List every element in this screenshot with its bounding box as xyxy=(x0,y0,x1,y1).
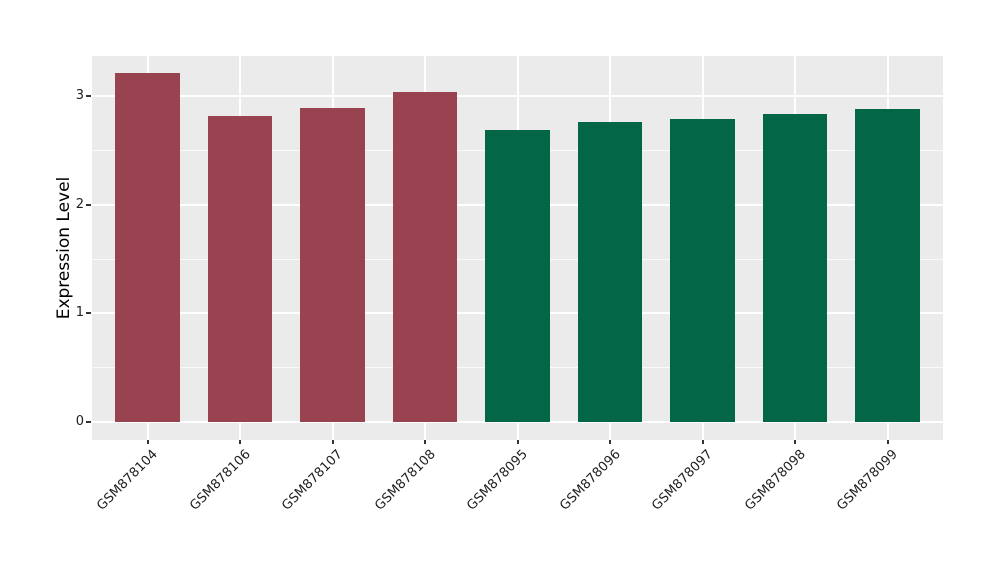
x-tick-mark xyxy=(239,440,241,444)
x-tick-label: GSM878104 xyxy=(94,447,162,514)
x-tick-label: GSM878097 xyxy=(649,447,717,514)
bar-GSM878096 xyxy=(577,122,643,422)
bar-GSM878095 xyxy=(485,129,550,422)
x-tick-mark xyxy=(701,440,704,444)
bar-GSM878107 xyxy=(300,108,365,422)
y-tick-label: 0 xyxy=(75,414,84,429)
bar-GSM878106 xyxy=(207,115,273,422)
y-tick-mark xyxy=(86,421,91,423)
bar-GSM878099 xyxy=(855,109,920,422)
bar-GSM878098 xyxy=(762,113,828,422)
x-tick-label: GSM878096 xyxy=(557,447,624,514)
x-tick-mark xyxy=(886,440,889,444)
y-tick-label: 2 xyxy=(75,196,84,212)
y-tick-mark xyxy=(86,312,91,315)
x-tick-label: GSM878099 xyxy=(834,447,902,514)
x-tick-label: GSM878106 xyxy=(187,447,254,514)
y-tick-mark xyxy=(86,203,91,206)
x-tick-label: GSM878098 xyxy=(742,447,809,514)
y-tick-label: 3 xyxy=(75,88,84,104)
y-tick-mark xyxy=(86,95,91,98)
bar-GSM878104 xyxy=(115,73,180,422)
x-tick-label: GSM878107 xyxy=(279,447,347,514)
y-tick-label: 1 xyxy=(75,305,84,321)
x-tick-mark xyxy=(516,440,519,444)
plot-panel xyxy=(92,56,943,440)
x-tick-label: GSM878095 xyxy=(464,447,532,514)
x-tick-mark xyxy=(609,440,611,444)
bar-GSM878108 xyxy=(392,91,458,422)
x-tick-label: GSM878108 xyxy=(372,447,439,514)
x-tick-mark xyxy=(794,440,796,444)
x-tick-mark xyxy=(331,440,334,444)
x-tick-mark xyxy=(424,440,426,444)
x-tick-mark xyxy=(146,440,149,444)
bar-GSM878097 xyxy=(670,119,735,422)
